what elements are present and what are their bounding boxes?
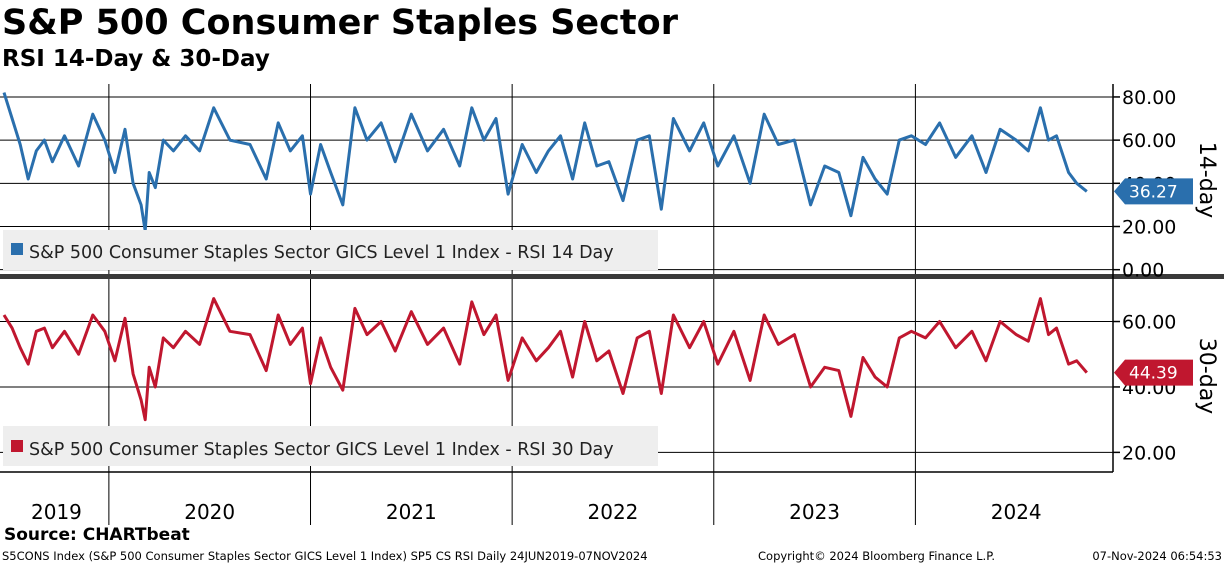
- footer-copyright: Copyright© 2024 Bloomberg Finance L.P.: [758, 549, 995, 563]
- x-year-label: 2024: [991, 500, 1042, 524]
- last-value-30-tag: [1114, 359, 1193, 386]
- last-value-30-label: 44.39: [1129, 364, 1178, 384]
- x-year-label: 2022: [588, 500, 639, 524]
- rsi-14-line: [2, 92, 1088, 233]
- x-year-label: 2020: [184, 500, 235, 524]
- legend-30-label: S&P 500 Consumer Staples Sector GICS Lev…: [29, 440, 614, 460]
- side-label-30-day: 30-day: [1194, 338, 1219, 414]
- footer-ticker-info: S5CONS Index (S&P 500 Consumer Staples S…: [2, 549, 648, 563]
- y-tick-label: 80.00: [1122, 87, 1176, 109]
- x-axis-year-labels: 2019 2020 2021 2022 2023 2024: [31, 500, 1042, 524]
- side-label-14-day: 14-day: [1194, 142, 1219, 218]
- legend-14-swatch: [11, 243, 23, 255]
- y-tick-label: 60.00: [1122, 130, 1176, 152]
- legend-14-label: S&P 500 Consumer Staples Sector GICS Lev…: [29, 243, 614, 263]
- chart-subtitle: RSI 14-Day & 30-Day: [2, 46, 270, 72]
- x-year-label: 2021: [386, 500, 437, 524]
- y-tick-label: 0.00: [1122, 260, 1164, 282]
- y-tick-label: 20.00: [1122, 442, 1176, 464]
- x-year-label: 2023: [789, 500, 840, 524]
- last-value-14-label: 36.27: [1129, 182, 1178, 202]
- legend-14-box: [3, 230, 658, 270]
- x-year-label: 2019: [31, 500, 82, 524]
- chart-title: S&P 500 Consumer Staples Sector: [2, 3, 678, 43]
- legend-30-swatch: [11, 440, 23, 452]
- y-tick-label: 20.00: [1122, 217, 1176, 239]
- legend-30-box: [3, 426, 658, 466]
- source-note: Source: CHARTbeat: [4, 525, 190, 545]
- rsi-30-line: [2, 297, 1088, 422]
- panel-separator: [0, 274, 1224, 279]
- y-tick-label: 60.00: [1122, 312, 1176, 334]
- last-value-14-tag: [1114, 178, 1193, 205]
- footer-timestamp: 07-Nov-2024 06:54:53: [1092, 549, 1222, 563]
